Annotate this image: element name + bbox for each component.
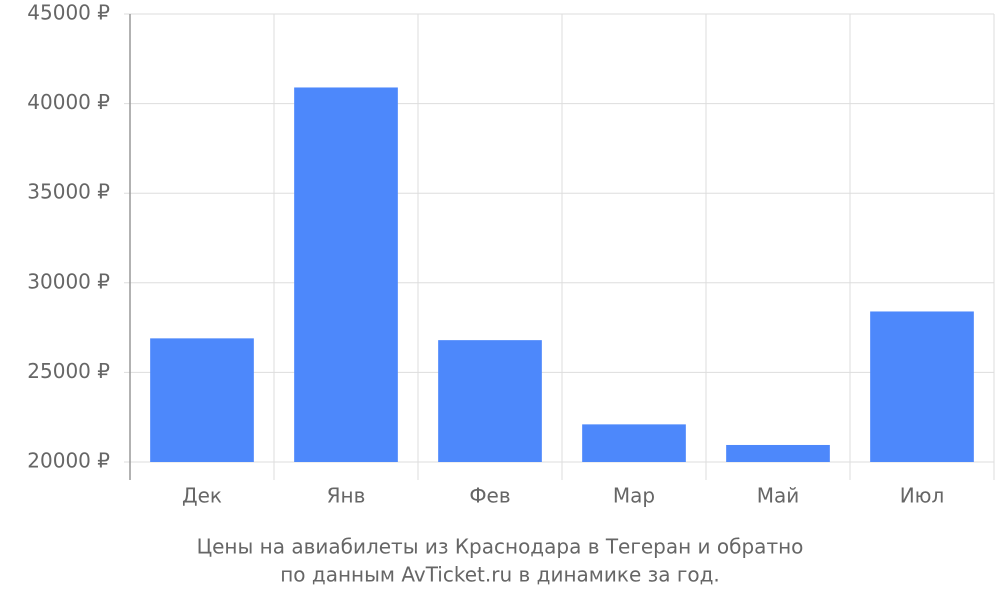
y-tick-label: 20000 ₽ — [27, 449, 110, 473]
y-tick-label: 40000 ₽ — [27, 90, 110, 114]
y-tick-label: 30000 ₽ — [27, 269, 110, 293]
bar — [294, 87, 398, 463]
bar — [150, 338, 254, 462]
x-tick-label: Май — [757, 484, 800, 508]
y-tick-label: 35000 ₽ — [27, 180, 110, 204]
x-tick-label: Мар — [613, 484, 655, 508]
caption-line: по данным AvTicket.ru в динамике за год. — [280, 563, 720, 587]
caption-line: Цены на авиабилеты из Краснодара в Тегер… — [197, 535, 804, 559]
y-tick-label: 25000 ₽ — [27, 359, 110, 383]
bar — [438, 340, 542, 462]
x-tick-label: Июл — [900, 484, 945, 508]
x-tick-label: Фев — [469, 484, 510, 508]
y-tick-label: 45000 ₽ — [27, 1, 110, 25]
bar — [870, 311, 974, 462]
x-tick-label: Дек — [182, 484, 222, 508]
bar — [726, 444, 830, 462]
x-tick-label: Янв — [327, 484, 366, 508]
bar — [582, 424, 686, 462]
